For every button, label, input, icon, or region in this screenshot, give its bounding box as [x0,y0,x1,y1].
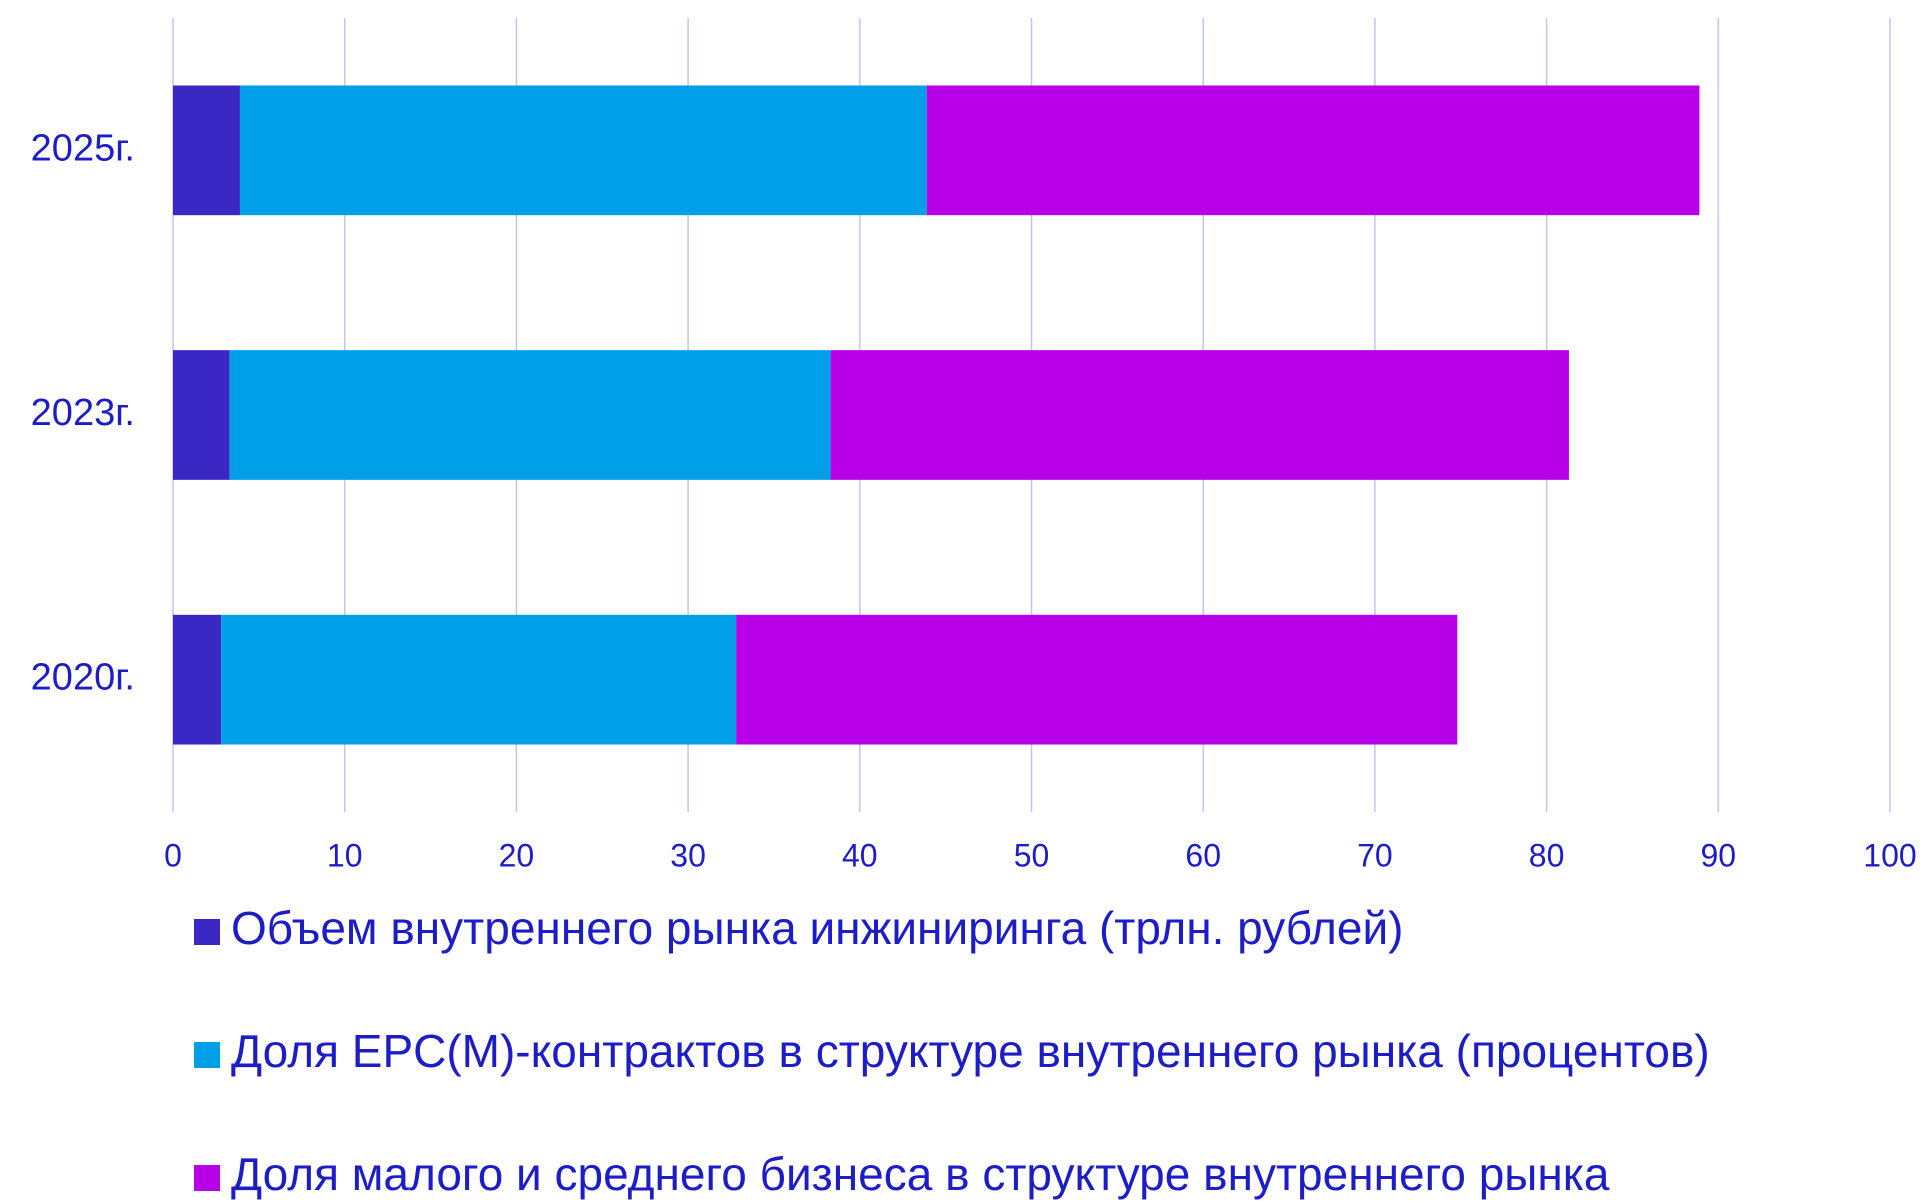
y-tick-label: 2023г. [31,392,135,434]
x-tick-label: 70 [1357,837,1393,873]
bar-segment [221,614,737,745]
legend-swatch [194,1165,220,1191]
x-tick-label: 40 [842,837,878,873]
bar-segment [830,350,1569,480]
bar-segment [173,350,230,480]
legend-label: Объем внутреннего рынка инжиниринга (трл… [231,902,1403,954]
bar-segment [926,85,1700,216]
y-tick-label: 2020г. [31,657,135,699]
legend-swatch [194,919,220,945]
bar-segment [173,85,240,216]
x-tick-label: 50 [1014,837,1050,873]
x-tick-label: 10 [327,837,363,873]
x-tick-label: 80 [1529,837,1565,873]
x-tick-label: 30 [670,837,706,873]
x-tick-label: 60 [1185,837,1221,873]
y-tick-label: 2025г. [31,127,135,169]
x-tick-label: 90 [1701,837,1737,873]
x-tick-label: 20 [499,837,535,873]
x-tick-label: 100 [1863,837,1916,873]
legend-swatch [194,1042,220,1068]
bar-segment [736,614,1458,745]
bar-segment [173,614,222,745]
legend-label: Доля малого и среднего бизнеса в структу… [231,1148,1610,1200]
bar-segment [239,85,927,216]
x-tick-label: 0 [164,837,182,873]
bar-segment [229,350,831,480]
legend-label: Доля EPC(M)-контрактов в структуре внутр… [231,1025,1710,1077]
